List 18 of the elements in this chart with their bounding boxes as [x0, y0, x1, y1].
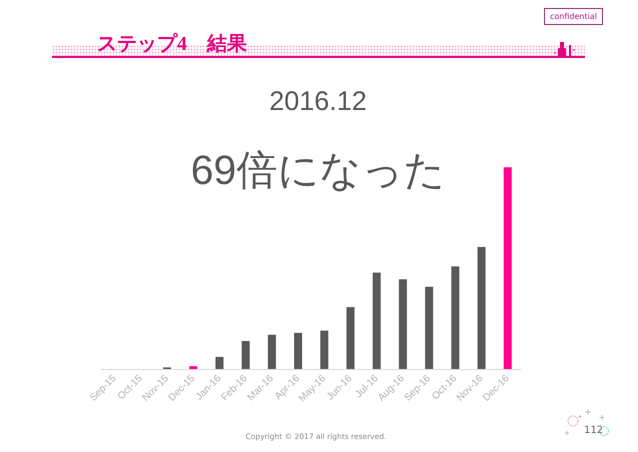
bar [216, 356, 224, 369]
bar [504, 167, 512, 369]
bar [398, 279, 407, 369]
bar [425, 286, 434, 369]
chart-subtitle: 69倍になった [190, 146, 446, 195]
bar [268, 334, 276, 369]
bar [372, 272, 381, 369]
text: 112 [584, 425, 604, 436]
bar [294, 332, 302, 369]
bar [189, 366, 198, 369]
chart-title: 2016.12 [269, 86, 367, 117]
bar [346, 307, 354, 369]
text: ステップ4 結果 [97, 32, 247, 57]
bar [242, 340, 250, 369]
text: confidential [544, 8, 603, 25]
bar [320, 330, 328, 369]
bar [451, 266, 460, 369]
bar [478, 246, 486, 369]
